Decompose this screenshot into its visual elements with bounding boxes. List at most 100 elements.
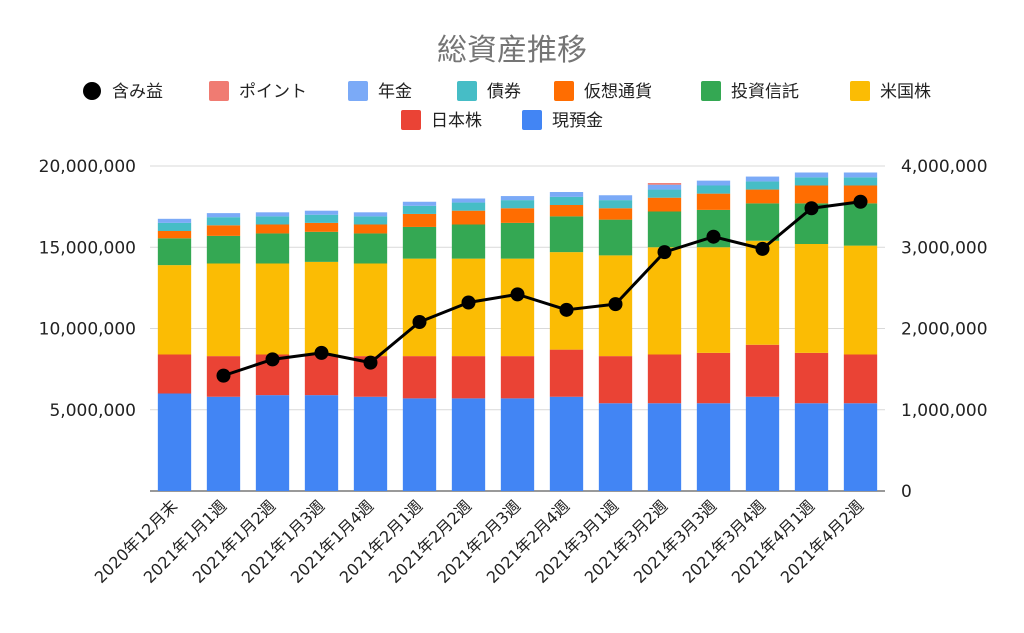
bar-stack <box>794 172 829 491</box>
bar-segment-債券 <box>157 222 192 231</box>
bar-segment-ポイント <box>647 183 682 185</box>
legend-swatch <box>348 81 368 101</box>
bar-segment-仮想通貨 <box>402 213 437 227</box>
bar-stack <box>451 198 486 491</box>
legend-item: 含み益 <box>83 82 163 102</box>
point-含み益 <box>853 194 868 209</box>
point-含み益 <box>265 352 280 367</box>
legend-swatch <box>209 81 229 101</box>
bar-segment-年金 <box>500 196 535 201</box>
bar-segment-日本株 <box>745 344 780 397</box>
point-含み益 <box>314 345 329 360</box>
bar-segment-現預金 <box>647 403 682 491</box>
bar-stack <box>647 183 682 491</box>
bar-segment-米国株 <box>696 247 731 353</box>
bar-stack <box>157 218 192 491</box>
bar-segment-年金 <box>451 198 486 203</box>
legend-marker <box>83 82 101 100</box>
bar-segment-米国株 <box>206 263 241 357</box>
bar-segment-米国株 <box>843 245 878 355</box>
bar-stack <box>353 212 388 491</box>
bar-segment-債券 <box>647 189 682 198</box>
bar-segment-米国株 <box>549 252 584 350</box>
bar-segment-仮想通貨 <box>206 225 241 236</box>
bar-segment-投資信託 <box>304 231 339 262</box>
bar-segment-現預金 <box>157 393 192 491</box>
right-tick-label: 4,000,000 <box>901 157 988 177</box>
left-tick-label: 15,000,000 <box>39 238 136 258</box>
legend-item: 現預金 <box>522 110 603 131</box>
bar-segment-現預金 <box>745 396 780 491</box>
bar-segment-投資信託 <box>745 203 780 241</box>
right-tick-label: 0 <box>901 482 912 502</box>
line-含み益 <box>223 200 861 378</box>
bar-segment-仮想通貨 <box>157 231 192 239</box>
chart-title: 総資産推移 <box>437 33 587 68</box>
point-含み益 <box>461 295 476 310</box>
bar-stack <box>843 172 878 491</box>
bar-segment-現預金 <box>500 398 535 491</box>
bar-segment-債券 <box>794 177 829 186</box>
legend-label: 含み益 <box>112 82 163 102</box>
legend-label: 米国株 <box>880 82 931 102</box>
bar-segment-米国株 <box>402 258 437 357</box>
bar-segment-日本株 <box>598 356 633 404</box>
bar-stack <box>255 212 290 491</box>
legend-label: ポイント <box>239 82 307 102</box>
bar-segment-年金 <box>696 180 731 186</box>
legend-item: 債券 <box>457 81 521 102</box>
legend-swatch <box>701 81 721 101</box>
bar-segment-仮想通貨 <box>255 224 290 234</box>
bar-segment-現預金 <box>549 396 584 491</box>
left-tick-label: 20,000,000 <box>39 157 136 177</box>
bar-segment-仮想通貨 <box>304 222 339 232</box>
bar-segment-日本株 <box>843 354 878 404</box>
point-含み益 <box>363 355 378 370</box>
bar-segment-現預金 <box>696 403 731 491</box>
bar-segment-米国株 <box>500 258 535 357</box>
bar-segment-仮想通貨 <box>647 197 682 212</box>
point-含み益 <box>706 229 721 244</box>
bar-segment-現預金 <box>353 396 388 491</box>
bar-segment-債券 <box>598 200 633 209</box>
bar-segment-投資信託 <box>255 233 290 264</box>
bar-segment-現預金 <box>598 403 633 491</box>
bar-segment-現預金 <box>255 395 290 491</box>
bar-segment-日本株 <box>402 356 437 399</box>
bar-segment-債券 <box>500 200 535 209</box>
right-tick-label: 1,000,000 <box>901 401 988 421</box>
legend-item: 仮想通貨 <box>554 81 652 102</box>
bar-segment-日本株 <box>647 354 682 404</box>
bar-segment-仮想通貨 <box>353 224 388 234</box>
legend-label: 日本株 <box>431 111 482 131</box>
legend-item: 投資信託 <box>701 81 799 102</box>
bar-segment-米国株 <box>745 240 780 345</box>
legend-label: 現預金 <box>552 111 603 131</box>
right-tick-label: 2,000,000 <box>901 320 988 340</box>
x-tick-label: 2020年12月末 <box>91 496 182 587</box>
bar-segment-債券 <box>353 216 388 225</box>
point-含み益 <box>608 297 623 312</box>
bar-segment-日本株 <box>451 356 486 399</box>
bar-segment-投資信託 <box>843 203 878 246</box>
bar-segment-仮想通貨 <box>696 193 731 210</box>
bar-segment-年金 <box>598 195 633 201</box>
legend-label: 投資信託 <box>731 82 799 102</box>
left-tick-label: 5,000,000 <box>49 401 136 421</box>
bar-segment-投資信託 <box>451 224 486 259</box>
point-含み益 <box>216 368 231 383</box>
bar-segment-投資信託 <box>402 226 437 259</box>
bar-segment-年金 <box>794 172 829 178</box>
bar-segment-仮想通貨 <box>745 189 780 204</box>
bar-segment-年金 <box>843 172 878 178</box>
bar-segment-投資信託 <box>353 233 388 264</box>
bar-segment-現預金 <box>206 396 241 491</box>
bar-segment-年金 <box>304 210 339 215</box>
bar-stack <box>206 213 241 491</box>
bar-stack <box>696 180 731 491</box>
bar-segment-仮想通貨 <box>598 208 633 220</box>
bar-segment-仮想通貨 <box>451 210 486 225</box>
legend-swatch <box>522 110 542 130</box>
legend-item: 日本株 <box>401 110 482 131</box>
